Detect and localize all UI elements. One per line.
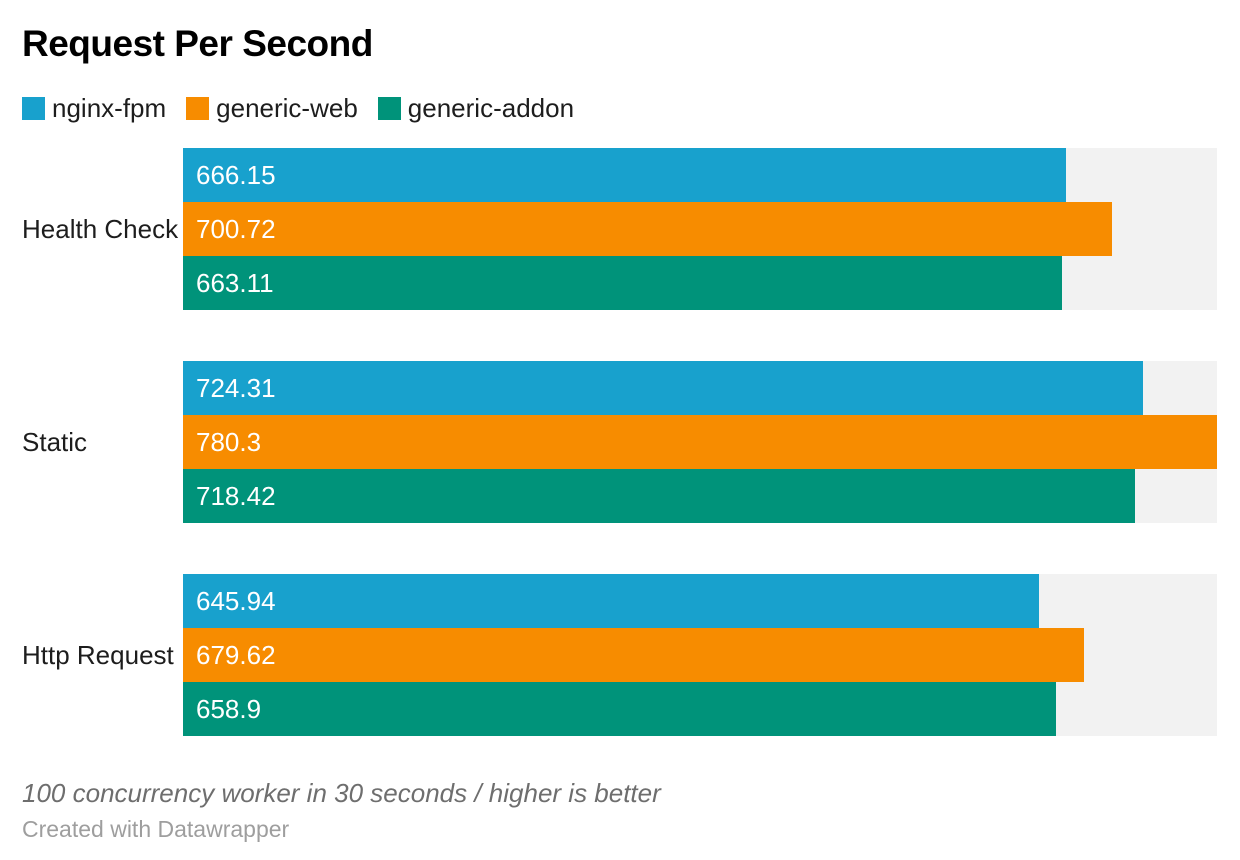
- legend-item-nginx-fpm: nginx-fpm: [22, 94, 166, 122]
- bar-health-check-generic-addon: 663.11: [183, 256, 1062, 310]
- bar-value-label: 663.11: [196, 267, 274, 298]
- category-label: Health Check: [22, 213, 179, 244]
- bar-http-request-nginx-fpm: 645.94: [183, 574, 1039, 628]
- legend-swatch-nginx-fpm: [22, 96, 45, 120]
- category-label: Http Request: [22, 639, 174, 670]
- chart-footnote: 100 concurrency worker in 30 seconds / h…: [22, 778, 661, 808]
- bar-health-check-nginx-fpm: 666.15: [183, 148, 1066, 202]
- bar-value-label: 658.9: [196, 693, 262, 724]
- bar-track-http-request: 645.94 679.62 658.9: [183, 574, 1217, 736]
- bar-value-label: 700.72: [196, 213, 276, 244]
- datawrapper-attribution: Created with Datawrapper: [22, 816, 290, 842]
- bar-value-label: 724.31: [196, 372, 276, 403]
- legend-item-generic-web: generic-web: [186, 94, 358, 122]
- bar-chart: Health Check 666.15 700.72 663.11 Static 724.…: [22, 148, 1217, 736]
- bar-value-label: 645.94: [196, 585, 276, 616]
- chart-title: Request Per Second: [22, 23, 373, 64]
- bar-static-generic-addon: 718.42: [183, 469, 1135, 523]
- bar-static-generic-web: 780.3: [183, 415, 1217, 469]
- bar-group-health-check: Health Check 666.15 700.72 663.11: [22, 148, 1217, 310]
- bar-track-health-check: 666.15 700.72 663.11: [183, 148, 1217, 310]
- legend-item-generic-addon: generic-addon: [377, 93, 575, 123]
- legend-label: generic-addon: [407, 93, 575, 123]
- legend-label: generic-web: [216, 93, 358, 123]
- legend: nginx-fpm generic-web generic-addon: [22, 94, 1217, 122]
- bar-http-request-generic-addon: 658.9: [183, 682, 1057, 736]
- bar-group-static: Static 724.31 780.3 718.42: [22, 361, 1217, 523]
- bar-http-request-generic-web: 679.62: [183, 628, 1084, 682]
- bar-value-label: 679.62: [196, 639, 276, 670]
- legend-label: nginx-fpm: [52, 93, 167, 123]
- bar-static-nginx-fpm: 724.31: [183, 361, 1143, 415]
- bar-value-label: 780.3: [196, 426, 262, 457]
- bar-value-label: 666.15: [196, 159, 276, 190]
- category-label: Static: [22, 426, 88, 457]
- legend-swatch-generic-web: [186, 96, 210, 120]
- bar-value-label: 718.42: [196, 480, 276, 511]
- bar-group-http-request: Http Request 645.94 679.62 658.9: [22, 574, 1217, 736]
- bar-track-static: 724.31 780.3 718.42: [183, 361, 1217, 523]
- bar-health-check-generic-web: 700.72: [183, 202, 1112, 256]
- legend-swatch-generic-addon: [377, 96, 401, 120]
